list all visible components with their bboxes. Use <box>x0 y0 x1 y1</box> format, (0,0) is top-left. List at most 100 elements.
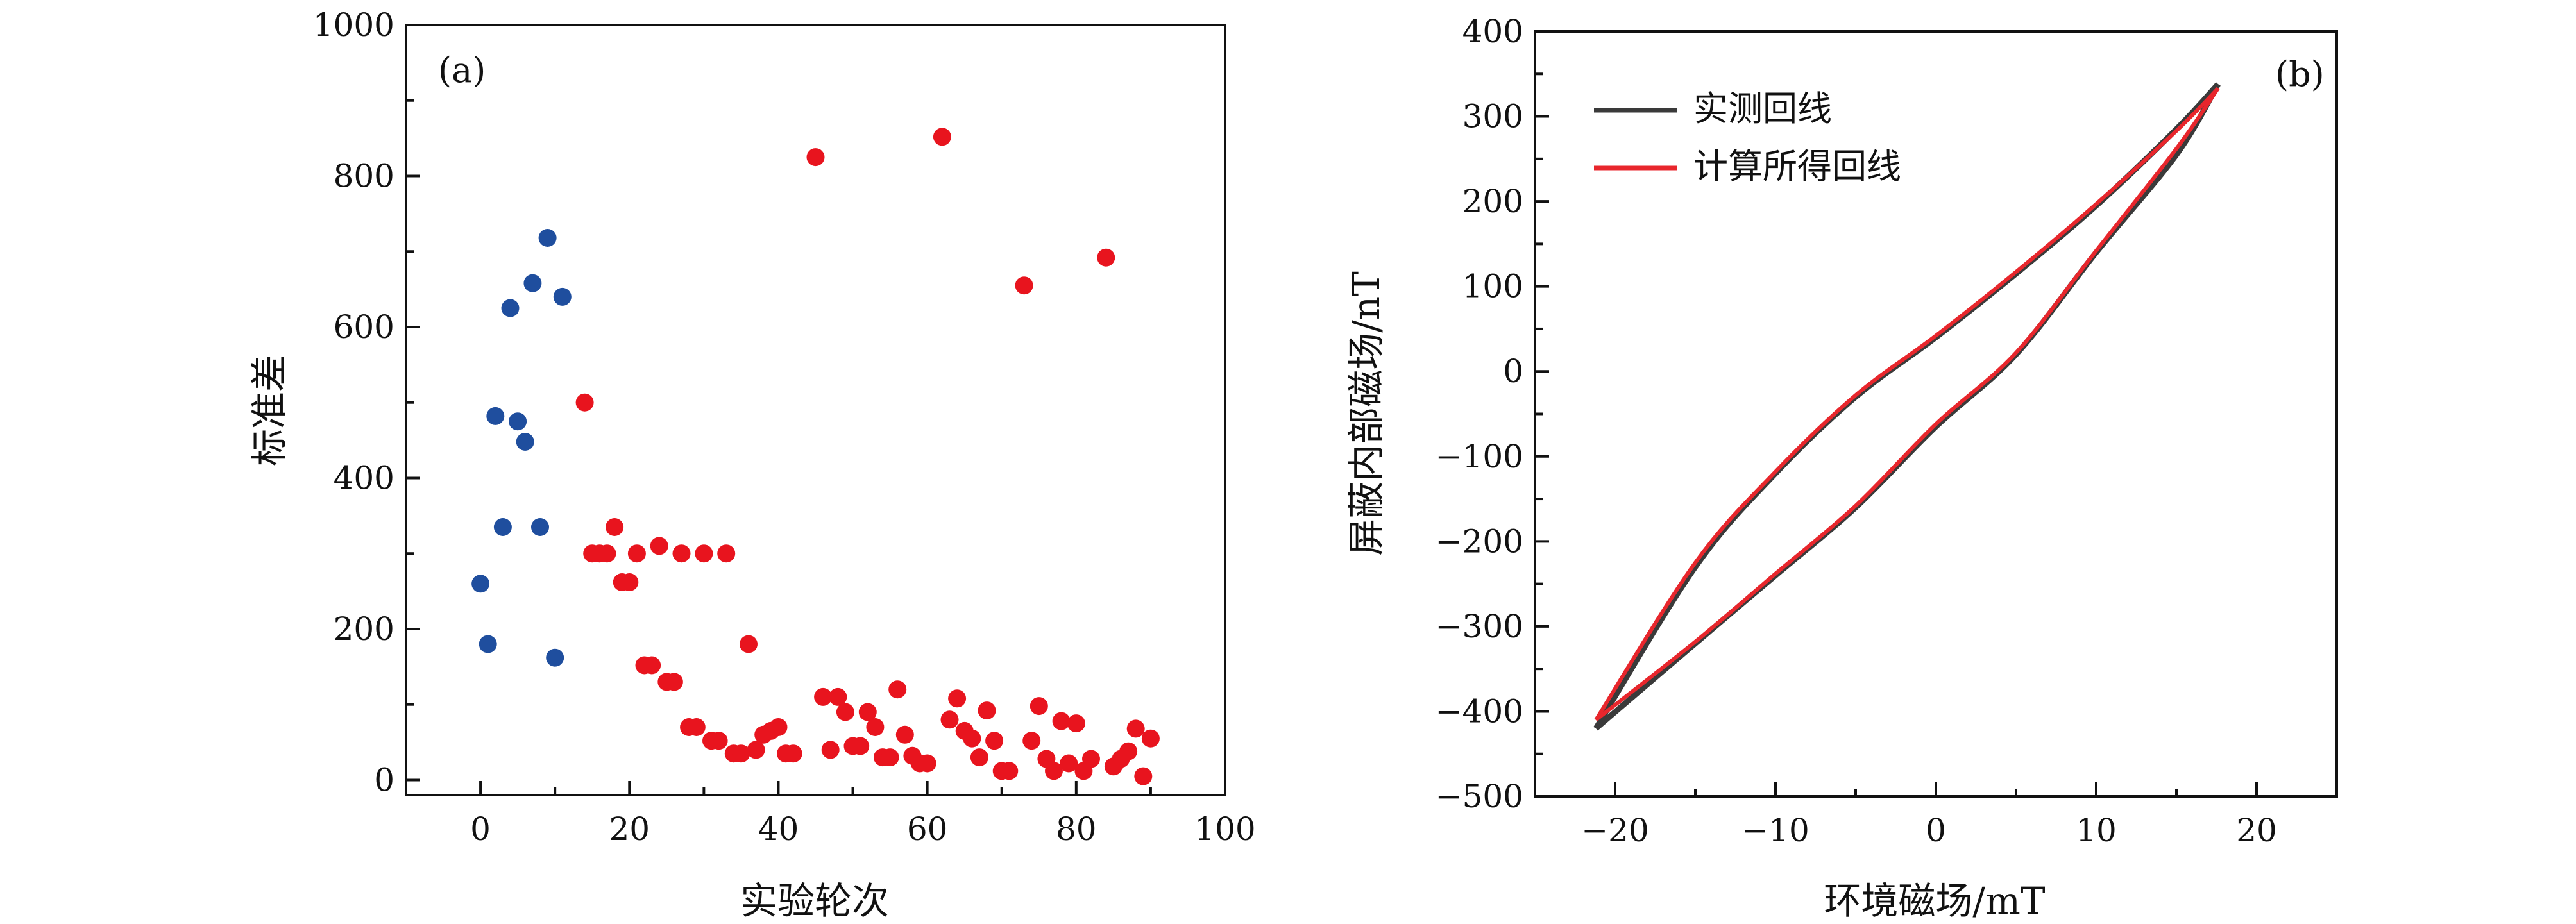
y-tick-label-b: 300 <box>1462 98 1523 135</box>
y-tick-label-b: −300 <box>1436 608 1523 645</box>
data-point-red-71 <box>1141 729 1160 748</box>
data-point-red-4 <box>606 518 624 536</box>
data-point-red-32 <box>829 687 847 706</box>
x-tick-label-b: 10 <box>2076 812 2117 849</box>
y-axis-title-a: 标准差 <box>248 355 291 466</box>
loop-upper-branch-1 <box>1594 87 2220 721</box>
data-point-red-57 <box>1030 697 1048 716</box>
data-point-red-55 <box>1015 276 1033 295</box>
y-tick-label-b: −500 <box>1436 778 1523 815</box>
data-point-red-68 <box>1119 742 1138 760</box>
y-tick-label-a: 200 <box>334 610 394 648</box>
data-point-red-6 <box>620 573 639 591</box>
panel-label-a: (a) <box>438 50 486 90</box>
data-point-red-46 <box>940 710 959 729</box>
data-point-blue-7 <box>523 274 542 292</box>
x-tick-label-a: 0 <box>470 811 491 848</box>
panel-label-b: (b) <box>2275 54 2325 94</box>
data-point-red-41 <box>895 725 914 744</box>
x-tick-label-a: 20 <box>609 811 650 848</box>
x-axis-title-a: 实验轮次 <box>740 879 889 923</box>
data-point-red-16 <box>695 544 713 563</box>
data-point-red-0 <box>575 393 594 412</box>
data-point-blue-2 <box>486 407 505 425</box>
data-point-red-44 <box>918 754 936 773</box>
data-point-red-70 <box>1134 767 1153 785</box>
x-tick-label-a: 40 <box>758 811 799 848</box>
data-point-blue-3 <box>493 518 512 536</box>
data-point-red-52 <box>985 732 1004 750</box>
data-point-red-40 <box>888 680 907 699</box>
hysteresis-panel: −20 −10 0 10 20−500−400−300−200−100010020030… <box>1344 13 2338 923</box>
x-axis-title-b: 环境磁场/mT <box>1824 879 2046 923</box>
data-point-blue-4 <box>501 299 520 317</box>
data-point-red-13 <box>672 544 691 563</box>
data-point-red-31 <box>821 741 840 759</box>
data-point-red-33 <box>836 703 854 721</box>
data-point-red-60 <box>1052 712 1071 730</box>
y-tick-label-a: 400 <box>334 459 394 496</box>
axis-ticks-b: −20 −10 0 10 20−500−400−300−200−100010020030… <box>1436 13 2338 849</box>
plot-frame-a <box>405 24 1226 796</box>
data-point-red-50 <box>970 748 988 767</box>
x-tick-label-a: 60 <box>907 811 948 848</box>
data-point-red-64 <box>1082 750 1100 768</box>
data-point-red-23 <box>747 741 765 759</box>
plot-frame-b <box>1534 30 2338 798</box>
x-tick-label-b: 0 <box>1926 812 1946 849</box>
x-tick-label-a: 80 <box>1056 811 1097 848</box>
data-point-blue-0 <box>471 575 490 593</box>
data-point-blue-11 <box>553 287 572 306</box>
loop-lower-branch-1 <box>1595 87 2220 722</box>
data-point-red-61 <box>1060 754 1078 773</box>
data-point-red-28 <box>784 744 802 763</box>
y-tick-label-a: 800 <box>334 157 394 194</box>
data-point-red-65 <box>1097 248 1115 267</box>
y-tick-label-b: 200 <box>1462 183 1523 220</box>
data-point-red-18 <box>709 732 728 750</box>
data-point-red-47 <box>948 689 967 708</box>
y-tick-label-b: 0 <box>1503 353 1523 390</box>
data-point-red-69 <box>1126 719 1145 738</box>
x-tick-label-b: −20 <box>1581 812 1649 849</box>
hysteresis-loops <box>1593 82 2221 731</box>
data-point-red-30 <box>814 687 833 706</box>
data-point-blue-5 <box>509 412 527 431</box>
y-tick-label-b: 400 <box>1462 13 1523 50</box>
data-point-red-54 <box>1000 762 1019 780</box>
data-point-blue-10 <box>546 648 564 667</box>
data-point-red-3 <box>598 544 616 563</box>
y-axis-title-b: 屏蔽内部磁场/nT <box>1344 271 1388 556</box>
data-point-red-49 <box>963 729 981 748</box>
data-point-red-15 <box>687 718 706 736</box>
data-point-blue-6 <box>516 433 534 451</box>
scatter-points <box>471 128 1160 785</box>
data-point-red-51 <box>978 701 996 720</box>
data-point-red-39 <box>881 748 899 767</box>
y-tick-label-b: 100 <box>1462 268 1523 305</box>
data-point-red-56 <box>1022 732 1041 750</box>
y-tick-label-b: −400 <box>1436 693 1523 730</box>
data-point-red-59 <box>1045 762 1063 780</box>
data-point-red-36 <box>858 703 877 721</box>
y-tick-label-a: 0 <box>374 761 394 798</box>
data-point-red-37 <box>866 718 885 736</box>
data-point-red-62 <box>1067 714 1085 733</box>
data-point-red-19 <box>717 544 736 563</box>
data-point-red-12 <box>665 673 683 691</box>
x-tick-label-a: 100 <box>1194 811 1255 848</box>
data-point-red-9 <box>643 656 661 675</box>
data-point-red-45 <box>933 128 951 146</box>
data-point-red-29 <box>806 148 825 167</box>
data-point-blue-8 <box>531 518 549 536</box>
legend: 实测回线 计算所得回线 <box>1594 88 1901 187</box>
data-point-red-35 <box>851 737 870 755</box>
legend-label-calculated: 计算所得回线 <box>1693 146 1901 187</box>
data-point-blue-1 <box>479 635 497 653</box>
data-point-red-22 <box>740 635 758 653</box>
y-tick-label-b: −200 <box>1436 523 1523 560</box>
y-tick-label-a: 600 <box>334 308 394 346</box>
